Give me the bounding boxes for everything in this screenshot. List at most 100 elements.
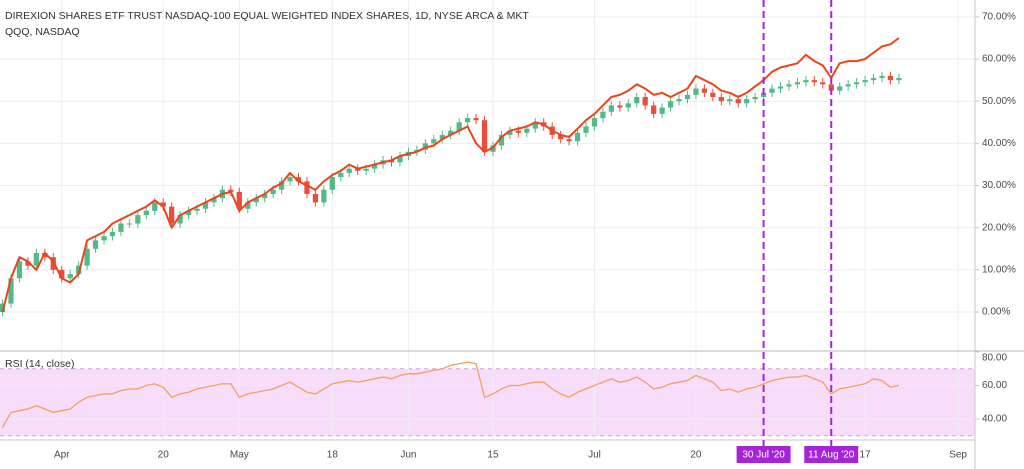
- chart-title: DIREXION SHARES ETF TRUST NASDAQ-100 EQU…: [5, 10, 529, 22]
- candle-body: [33, 253, 39, 266]
- candle-body: [845, 84, 851, 87]
- candle-body: [608, 105, 615, 112]
- y-tick-label: 40.00%: [982, 138, 1016, 149]
- candle-body: [591, 118, 598, 127]
- y-tick-label: 10.00%: [982, 265, 1016, 276]
- candle-body: [744, 99, 750, 104]
- candle-body: [329, 177, 335, 190]
- x-tick-label: 15: [487, 450, 499, 461]
- candle-body: [473, 118, 479, 121]
- date-marker-label: 30 Jul '20: [742, 450, 785, 461]
- candle-body: [887, 75, 894, 81]
- candle-body: [135, 215, 141, 224]
- candle-body: [262, 193, 268, 199]
- x-tick-label: 20: [690, 450, 702, 461]
- candle-body: [8, 278, 14, 304]
- grid: [0, 0, 975, 440]
- candle-body: [202, 202, 209, 209]
- candle-body: [16, 261, 23, 279]
- date-marker-label-box: [804, 446, 859, 463]
- x-tick-label: Sep: [949, 450, 967, 461]
- candle-body: [752, 96, 758, 100]
- legend-entry: QQQ, NASDAQ: [5, 26, 80, 38]
- date-marker-label-box: [736, 446, 791, 463]
- candle-body: [338, 172, 344, 178]
- candle-body: [651, 105, 657, 114]
- y-tick-label: 80.00: [982, 353, 1007, 364]
- candle-body: [371, 164, 378, 169]
- candle-body: [693, 88, 699, 95]
- candle-body: [676, 99, 682, 102]
- candle-body: [507, 130, 513, 135]
- candle-body: [456, 122, 462, 131]
- candle-body: [532, 122, 538, 129]
- candle-body: [667, 101, 674, 108]
- candle-body: [879, 75, 885, 79]
- candle-body: [355, 168, 361, 171]
- candle-body: [295, 177, 302, 182]
- y-tick-label: 30.00%: [982, 180, 1016, 191]
- plot: [0, 37, 902, 428]
- candle-body: [659, 107, 665, 114]
- candle-body: [794, 82, 801, 85]
- candle-body: [346, 168, 352, 173]
- candle-body: [228, 189, 234, 192]
- y-tick-label: 60.00: [982, 380, 1007, 391]
- candle-body: [574, 132, 581, 142]
- candle-body: [853, 82, 860, 85]
- candle-body: [617, 105, 623, 108]
- candle-body: [439, 134, 445, 140]
- x-tick-label: Jun: [400, 450, 416, 461]
- x-tick-label: 17: [860, 450, 872, 461]
- candle-body: [67, 274, 73, 279]
- candle-body: [422, 143, 428, 150]
- candle-body: [312, 193, 319, 203]
- candle-body: [118, 223, 124, 232]
- candle-body: [126, 223, 133, 225]
- candle-body: [84, 248, 90, 266]
- candle-body: [177, 215, 183, 224]
- candle-body: [642, 96, 648, 106]
- candle-body: [59, 269, 65, 279]
- candle-body: [101, 236, 107, 241]
- candle-body: [321, 189, 327, 203]
- x-tick-label: Jul: [588, 450, 601, 461]
- candle-body: [870, 78, 877, 81]
- candle-body: [701, 88, 708, 93]
- candle-body: [278, 181, 285, 190]
- candle-body: [448, 130, 454, 135]
- candle-body: [524, 128, 530, 133]
- y-tick-label: 0.00%: [982, 307, 1010, 318]
- candle-body: [820, 82, 826, 85]
- candle-body: [786, 84, 792, 87]
- candle-body: [811, 80, 817, 83]
- candle-body: [363, 168, 369, 171]
- compare-line: [1, 37, 900, 313]
- candle-body: [769, 88, 775, 93]
- candle-body: [498, 134, 505, 146]
- candle-body: [109, 231, 116, 237]
- candle-body: [304, 181, 310, 194]
- candle-body: [388, 160, 395, 163]
- candle-body: [25, 261, 31, 266]
- candle-body: [634, 96, 640, 104]
- x-tick-label: Apr: [54, 450, 70, 461]
- candle-body: [803, 80, 809, 83]
- candle-body: [270, 189, 276, 194]
- candle-body: [558, 134, 564, 140]
- candle-body: [236, 191, 242, 209]
- candle-body: [185, 210, 192, 216]
- candle-body: [515, 130, 521, 133]
- candle-body: [194, 208, 200, 211]
- y-tick-label: 50.00%: [982, 96, 1016, 107]
- rsi-band: [0, 368, 975, 436]
- candle-body: [397, 156, 403, 163]
- candle-body: [684, 94, 691, 100]
- candle-body: [625, 103, 631, 108]
- candle-body: [160, 202, 166, 207]
- candle-body: [727, 99, 733, 102]
- candle-body: [566, 139, 572, 142]
- candle-body: [245, 202, 251, 209]
- candle-body: [735, 99, 741, 104]
